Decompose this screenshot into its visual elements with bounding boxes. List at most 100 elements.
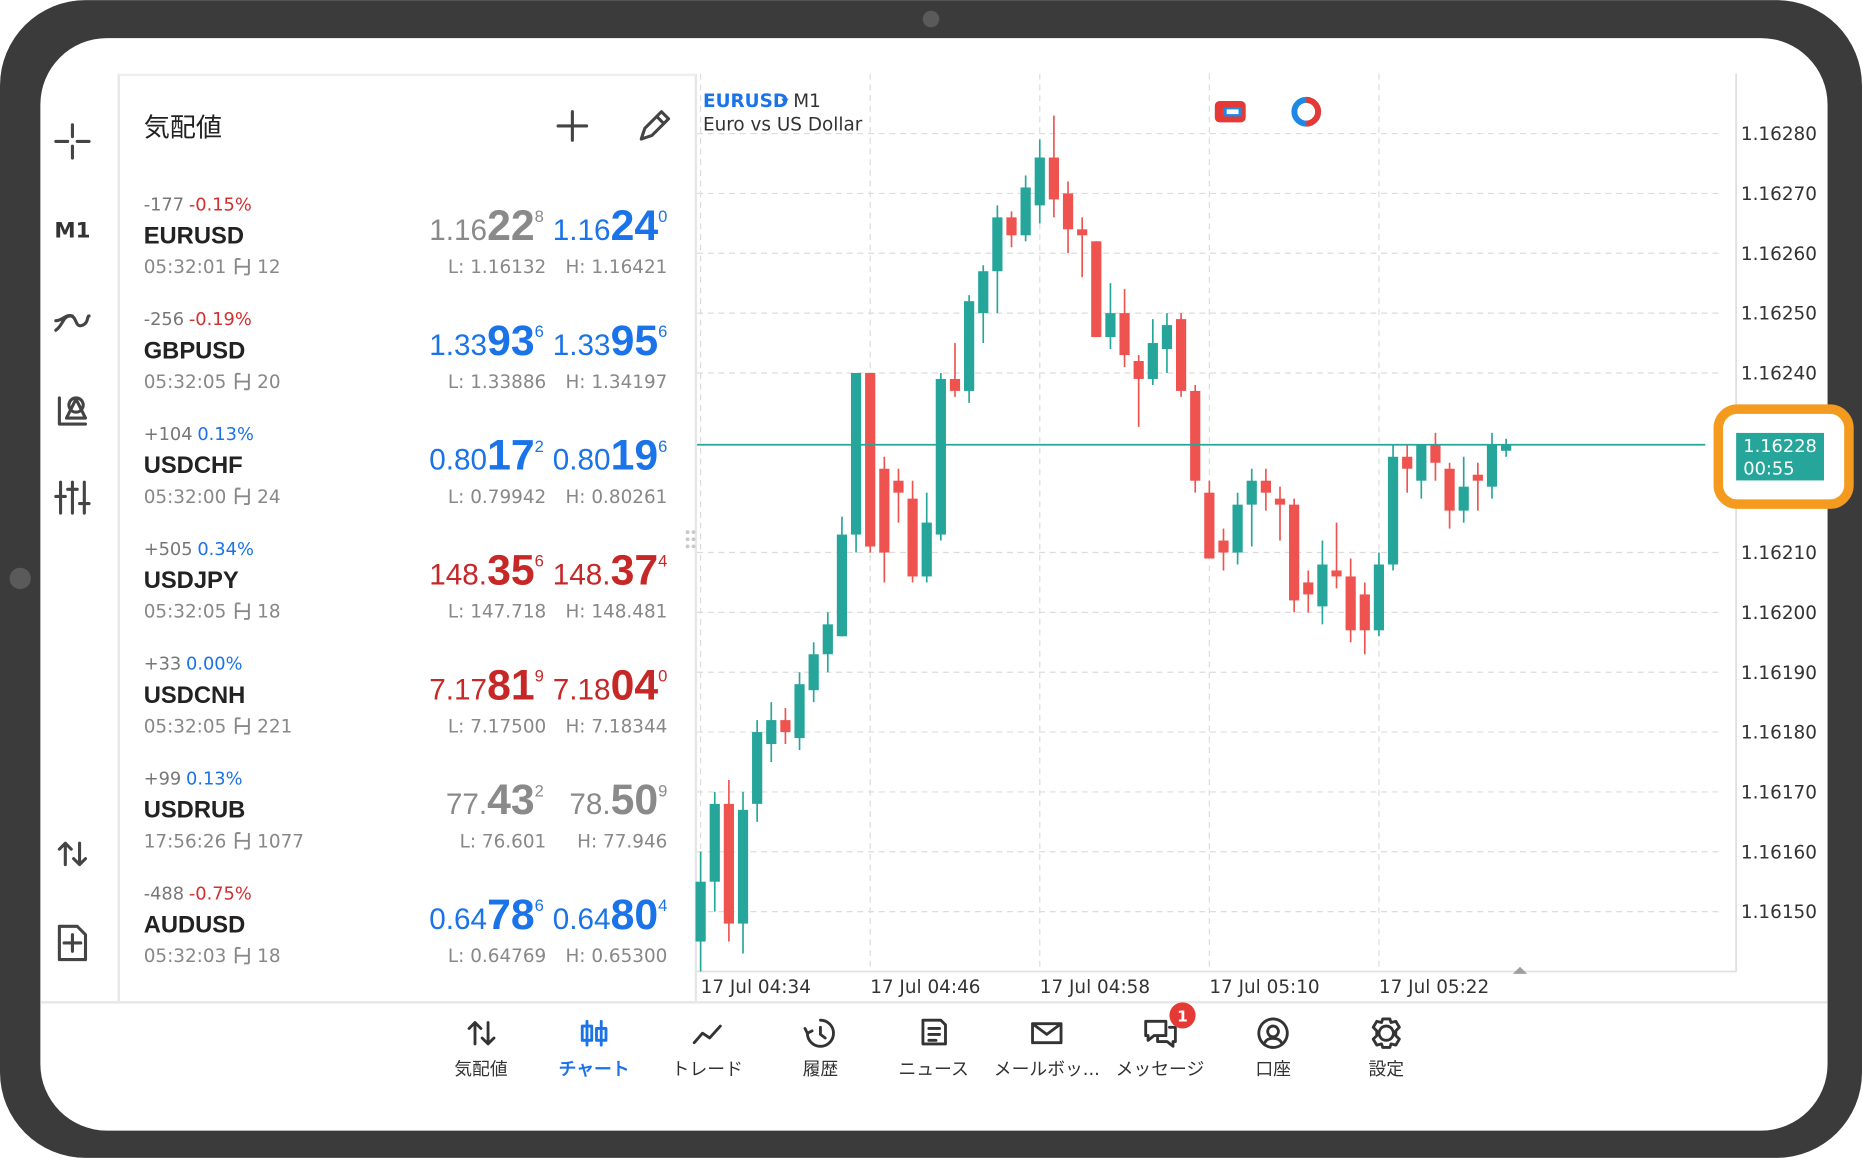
nav-icon (1257, 1017, 1289, 1049)
change-line: +104 0.13% (144, 424, 254, 445)
candle-body (1204, 492, 1215, 559)
candle-body (1232, 504, 1243, 553)
y-tick-label: 1.16210 (1741, 543, 1817, 564)
candle-body (1147, 343, 1158, 379)
current-price-tag (1736, 432, 1824, 481)
ask-point: 0 (658, 666, 667, 685)
candle-body (780, 720, 791, 733)
nav-icon (580, 1019, 608, 1047)
symbol: USDCHF (144, 452, 243, 479)
candle-body (1289, 504, 1300, 601)
candle-body (1175, 319, 1187, 391)
high-price: H: 77.946 (577, 831, 667, 852)
candle-body (1260, 480, 1271, 493)
spread: 24 (257, 487, 280, 508)
timeframe-button[interactable]: M1 (54, 219, 90, 244)
candle-body (822, 624, 833, 655)
add-symbol-button[interactable] (556, 110, 589, 142)
change-points: -256 (144, 309, 184, 330)
nav-item[interactable]: 気配値 (454, 1021, 508, 1080)
scroll-marker (1512, 966, 1528, 974)
nav-item[interactable]: 履歴 (803, 1018, 839, 1080)
ask-prefix: 1.33 (553, 329, 611, 362)
candle-body (879, 468, 890, 553)
bid-prefix: 77. (446, 788, 487, 821)
y-tick-label: 1.16260 (1741, 244, 1817, 265)
low-price: L: 1.16132 (448, 257, 546, 278)
candle-body (1105, 313, 1116, 338)
ask-prefix: 78. (569, 788, 610, 821)
bid-prefix: 1.16 (429, 214, 487, 247)
ask-price: 1.33956 (553, 317, 668, 365)
candle-body (723, 803, 734, 924)
ask-point: 6 (658, 437, 667, 456)
change-points: -488 (144, 883, 184, 904)
ask-pips: 80 (611, 891, 659, 939)
low-price: L: 0.79942 (448, 487, 546, 508)
candle-body (1006, 217, 1017, 236)
candle-body (1077, 229, 1088, 236)
y-tick-label: 1.16190 (1741, 663, 1817, 684)
ask-point: 6 (658, 322, 667, 341)
x-tick-label: 17 Jul 04:58 (1040, 977, 1150, 998)
quote-row[interactable]: +99 0.13% USDRUB 17:56:26 1077 77.432 78.509 L:… (144, 768, 668, 852)
y-tick-label: 1.16270 (1741, 184, 1817, 205)
ask-prefix: 0.64 (553, 903, 611, 936)
nav-item[interactable]: メールボッ... (994, 1022, 1100, 1080)
bid-price: 0.80172 (429, 432, 544, 480)
high-price: H: 0.65300 (565, 946, 667, 967)
edit-button[interactable] (639, 110, 671, 141)
nav-icon (803, 1018, 835, 1048)
bid-point: 6 (535, 896, 544, 915)
change-points: +104 (144, 424, 193, 445)
nav-item[interactable]: トレード (672, 1024, 743, 1080)
candle-body (836, 534, 848, 637)
bid-point: 2 (535, 781, 544, 800)
bid-prefix: 1.33 (429, 329, 487, 362)
trade-button[interactable] (57, 841, 88, 867)
candle-body (1020, 187, 1031, 236)
y-tick-label: 1.16180 (1741, 723, 1817, 744)
symbol: AUDUSD (144, 912, 246, 939)
nav-item[interactable]: 設定 (1368, 1017, 1404, 1080)
spread-icon (234, 372, 250, 391)
nav-item[interactable]: 口座 (1255, 1017, 1291, 1080)
settings-button[interactable] (54, 480, 91, 515)
nav-icon (467, 1021, 496, 1046)
nav-item[interactable]: メッセージ 1 (1116, 1002, 1205, 1080)
indicators-button[interactable] (54, 313, 91, 332)
resize-handle[interactable] (685, 530, 696, 549)
objects-button[interactable] (57, 396, 88, 426)
change-percent: 0.13% (186, 768, 243, 789)
symbol: USDJPY (144, 567, 239, 594)
nav-label: チャート (559, 1059, 630, 1080)
candle-body (1274, 498, 1286, 505)
new-order-button[interactable] (57, 924, 88, 962)
change-line: -256 -0.19% (144, 309, 252, 330)
nav-icon (921, 1018, 947, 1046)
one-click-icon[interactable] (1214, 101, 1246, 123)
candle-body (1133, 360, 1144, 379)
quote-time: 05:32:05 (144, 602, 227, 623)
signal-icon[interactable] (1291, 96, 1322, 127)
nav-item[interactable]: チャート (559, 1019, 630, 1080)
crosshair-button[interactable] (54, 123, 91, 160)
nav-label: 設定 (1368, 1059, 1404, 1080)
nav-label: メールボッ... (994, 1059, 1100, 1080)
ask-prefix: 148. (553, 558, 611, 591)
nav-label: メッセージ (1116, 1059, 1205, 1080)
bid-point: 6 (535, 322, 544, 341)
candle-body (695, 881, 706, 942)
change-percent: -0.19% (189, 309, 252, 330)
nav-badge-count: 1 (1177, 1007, 1188, 1025)
nav-item[interactable]: ニュース (898, 1018, 969, 1080)
screen (40, 38, 1828, 1131)
nav-label: 気配値 (454, 1059, 508, 1080)
